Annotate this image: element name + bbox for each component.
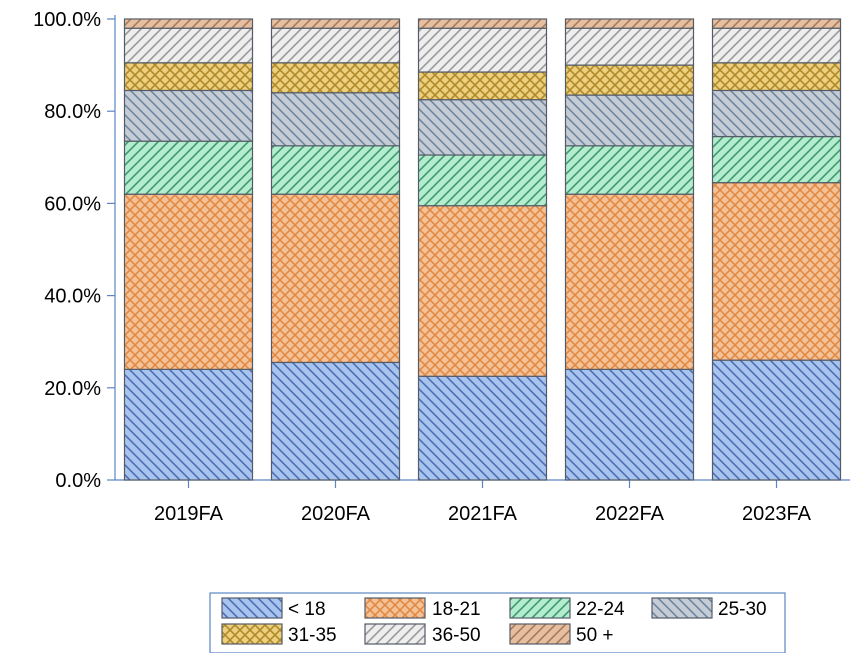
legend: < 18 18-21 22-24 25-30 31-35 36-50 50 + xyxy=(209,592,786,654)
bar-segment xyxy=(417,154,548,207)
legend-swatch xyxy=(651,597,713,619)
bar-segment xyxy=(711,62,842,92)
y-tick-label: 0.0% xyxy=(55,470,101,492)
bar-segment xyxy=(417,18,548,29)
legend-label: 31-35 xyxy=(288,625,337,646)
legend-swatch xyxy=(509,623,571,645)
bar-group-2021FA xyxy=(417,18,548,481)
x-tick-label: 2020FA xyxy=(301,503,371,525)
bar-group-2023FA xyxy=(711,18,842,481)
bar-segment xyxy=(270,361,401,481)
axis-layer: 0.0% 20.0% 40.0% 60.0% 80.0% 100.0% 2019FA 2020… xyxy=(33,9,850,525)
bar-segment xyxy=(564,368,695,481)
bar-segment xyxy=(564,64,695,96)
bar-segment xyxy=(564,145,695,195)
bar-segment xyxy=(417,375,548,481)
bar-segment xyxy=(711,135,842,184)
bar-segment xyxy=(270,62,401,94)
legend-label: 22-24 xyxy=(576,599,625,620)
x-tick-label: 2023FA xyxy=(742,503,812,525)
legend-label: 36-50 xyxy=(432,625,481,646)
bar-segment xyxy=(564,27,695,66)
bar-segment xyxy=(123,193,254,370)
bar-segment xyxy=(123,62,254,92)
bar-group-2019FA xyxy=(123,18,254,481)
legend-swatch xyxy=(364,623,426,645)
legend-swatch xyxy=(364,597,426,619)
bar-segment xyxy=(564,193,695,370)
bar-segment xyxy=(711,359,842,481)
y-tick-label: 60.0% xyxy=(44,193,101,215)
bar-segment xyxy=(711,27,842,64)
bar-segment xyxy=(123,89,254,142)
bar-segment xyxy=(123,140,254,195)
legend-label: 18-21 xyxy=(432,599,481,620)
y-tick-label: 20.0% xyxy=(44,378,101,400)
bar-layer xyxy=(123,18,842,481)
bar-segment xyxy=(270,27,401,64)
bar-segment xyxy=(417,99,548,156)
bar-segment xyxy=(270,18,401,29)
bar-segment xyxy=(564,94,695,147)
bar-segment xyxy=(711,182,842,361)
bar-segment xyxy=(711,89,842,138)
x-tick-label: 2019FA xyxy=(154,503,224,525)
bar-segment xyxy=(123,27,254,64)
legend-label: 25-30 xyxy=(718,599,767,620)
bar-segment xyxy=(417,71,548,101)
legend-label: < 18 xyxy=(288,599,326,620)
y-tick-label: 80.0% xyxy=(44,101,101,123)
legend-swatch xyxy=(221,597,283,619)
bar-segment xyxy=(123,18,254,29)
y-tick-label: 100.0% xyxy=(33,9,101,31)
legend-label: 50 + xyxy=(576,625,614,646)
bar-segment xyxy=(270,193,401,364)
bar-segment xyxy=(270,92,401,147)
bar-segment xyxy=(123,368,254,481)
bar-segment xyxy=(711,18,842,29)
bar-segment xyxy=(270,145,401,195)
x-tick-label: 2021FA xyxy=(448,503,518,525)
bar-group-2020FA xyxy=(270,18,401,481)
x-tick-label: 2022FA xyxy=(595,503,665,525)
legend-swatch xyxy=(221,623,283,645)
bar-group-2022FA xyxy=(564,18,695,481)
bar-segment xyxy=(417,27,548,73)
legend-swatch xyxy=(509,597,571,619)
bar-segment xyxy=(417,205,548,377)
y-tick-label: 40.0% xyxy=(44,286,101,308)
bar-segment xyxy=(564,18,695,29)
